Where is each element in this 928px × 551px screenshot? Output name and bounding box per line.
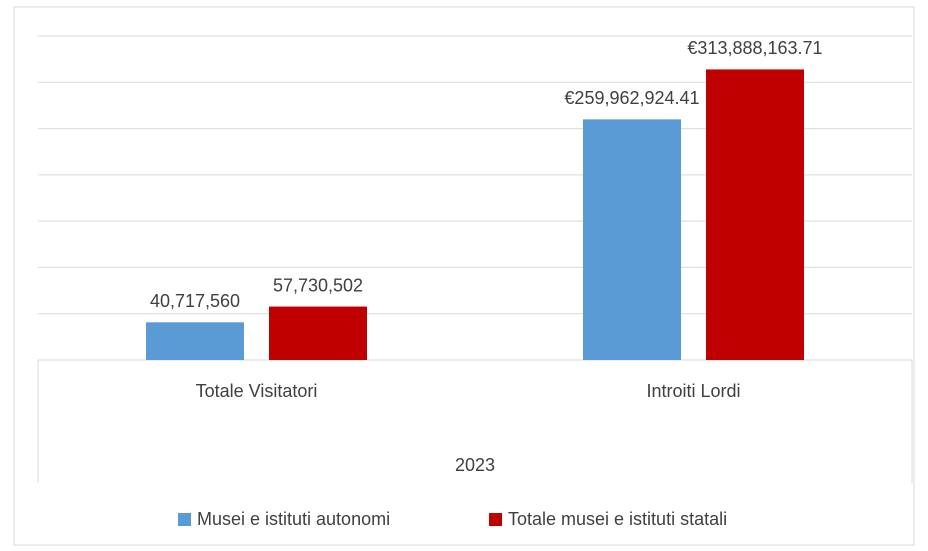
bar bbox=[269, 306, 367, 360]
data-label: 40,717,560 bbox=[150, 291, 240, 311]
bar bbox=[706, 69, 804, 360]
data-label: €259,962,924.41 bbox=[564, 88, 699, 108]
data-label: €313,888,163.71 bbox=[687, 38, 822, 58]
bar bbox=[583, 119, 681, 361]
x-tick-label: Introiti Lordi bbox=[646, 381, 740, 401]
bar bbox=[146, 322, 244, 360]
data-label: 57,730,502 bbox=[273, 275, 363, 295]
legend-label: Totale musei e istituti statali bbox=[508, 509, 727, 529]
legend-label: Musei e istituti autonomi bbox=[197, 509, 390, 529]
legend-swatch bbox=[178, 513, 191, 526]
category-group-label: 2023 bbox=[455, 455, 495, 475]
legend-swatch bbox=[489, 513, 502, 526]
x-tick-label: Totale Visitatori bbox=[196, 381, 318, 401]
